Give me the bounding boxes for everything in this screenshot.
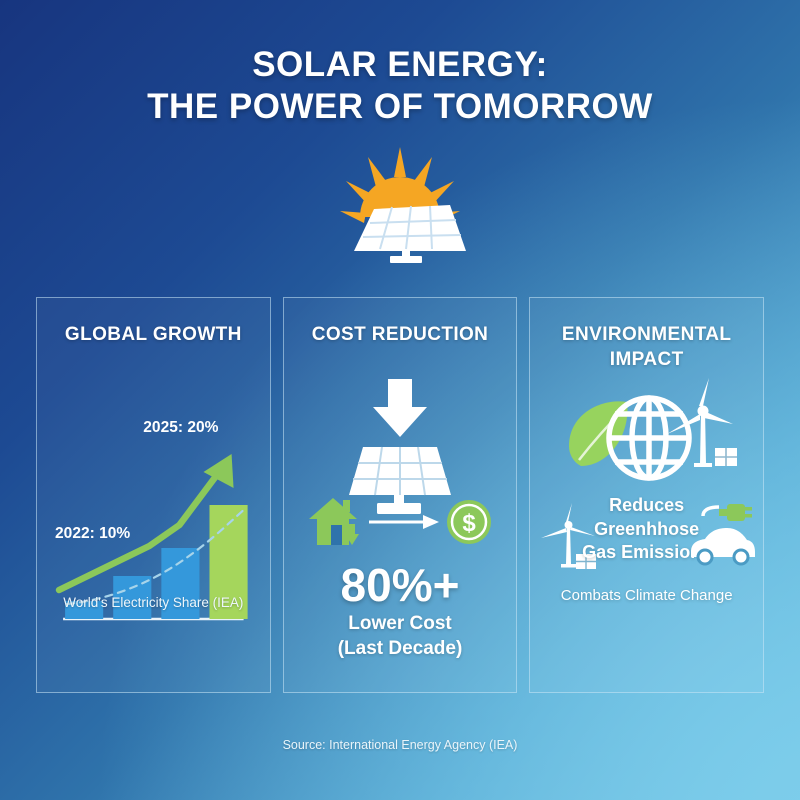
- source-attribution: Source: International Energy Agency (IEA…: [282, 738, 518, 752]
- cost-stat: 80%+: [340, 559, 460, 611]
- panel-title-global-growth: GLOBAL GROWTH: [64, 324, 242, 345]
- cost-down-solar-panel-icon: [305, 373, 495, 523]
- cost-flow-row: $: [305, 494, 495, 552]
- svg-text:$: $: [462, 510, 476, 537]
- environmental-footer-text: Combats Climate Change: [560, 587, 733, 604]
- page-title: SOLAR ENERGY: THE POWER OF TOMORROW: [0, 44, 800, 128]
- leaf-globe-turbine-icon: [557, 376, 737, 501]
- environmental-text-line-3: Gas Emissions: [582, 542, 712, 562]
- chart-label-2025: 2025: 20%: [143, 419, 218, 436]
- electric-car-icon: [685, 502, 757, 568]
- title-line-2: THE POWER OF TOMORROW: [147, 87, 653, 126]
- dollar-coin-icon: $: [447, 500, 491, 544]
- wind-turbine-icon: [538, 502, 600, 574]
- cost-sub-line-2: (Last Decade): [337, 638, 463, 659]
- panel-title-cost-reduction: COST REDUCTION: [311, 324, 489, 345]
- panel-title-environmental-line-2: IMPACT: [609, 349, 684, 370]
- panel-environmental-impact[interactable]: ENVIRONMENTAL IMPACT: [529, 297, 765, 693]
- environmental-text-line-2: Greenhhose: [594, 518, 700, 539]
- panel-title-environmental-line-1: ENVIRONMENTAL: [561, 324, 732, 345]
- environmental-middle-row: Reduces Greenhhose Gas Emissions: [530, 494, 763, 574]
- growth-bar-chart: 2022: 10% 2025: 20%: [37, 388, 270, 638]
- cost-sub-line-1: Lower Cost: [348, 613, 452, 634]
- sun-solar-panel-icon: [330, 143, 470, 263]
- panel-global-growth[interactable]: GLOBAL GROWTH 2022: 10%: [36, 297, 271, 693]
- environmental-text-line-1: Reduces: [609, 495, 685, 515]
- panel-row: GLOBAL GROWTH 2022: 10%: [36, 297, 765, 693]
- panel-cost-reduction[interactable]: COST REDUCTION: [282, 297, 518, 693]
- title-line-1: SOLAR ENERGY:: [252, 45, 548, 84]
- arrow-right-icon: [369, 515, 439, 529]
- chart-caption: World's Electricity Share (IEA): [63, 595, 244, 610]
- chart-label-2022: 2022: 10%: [55, 525, 130, 542]
